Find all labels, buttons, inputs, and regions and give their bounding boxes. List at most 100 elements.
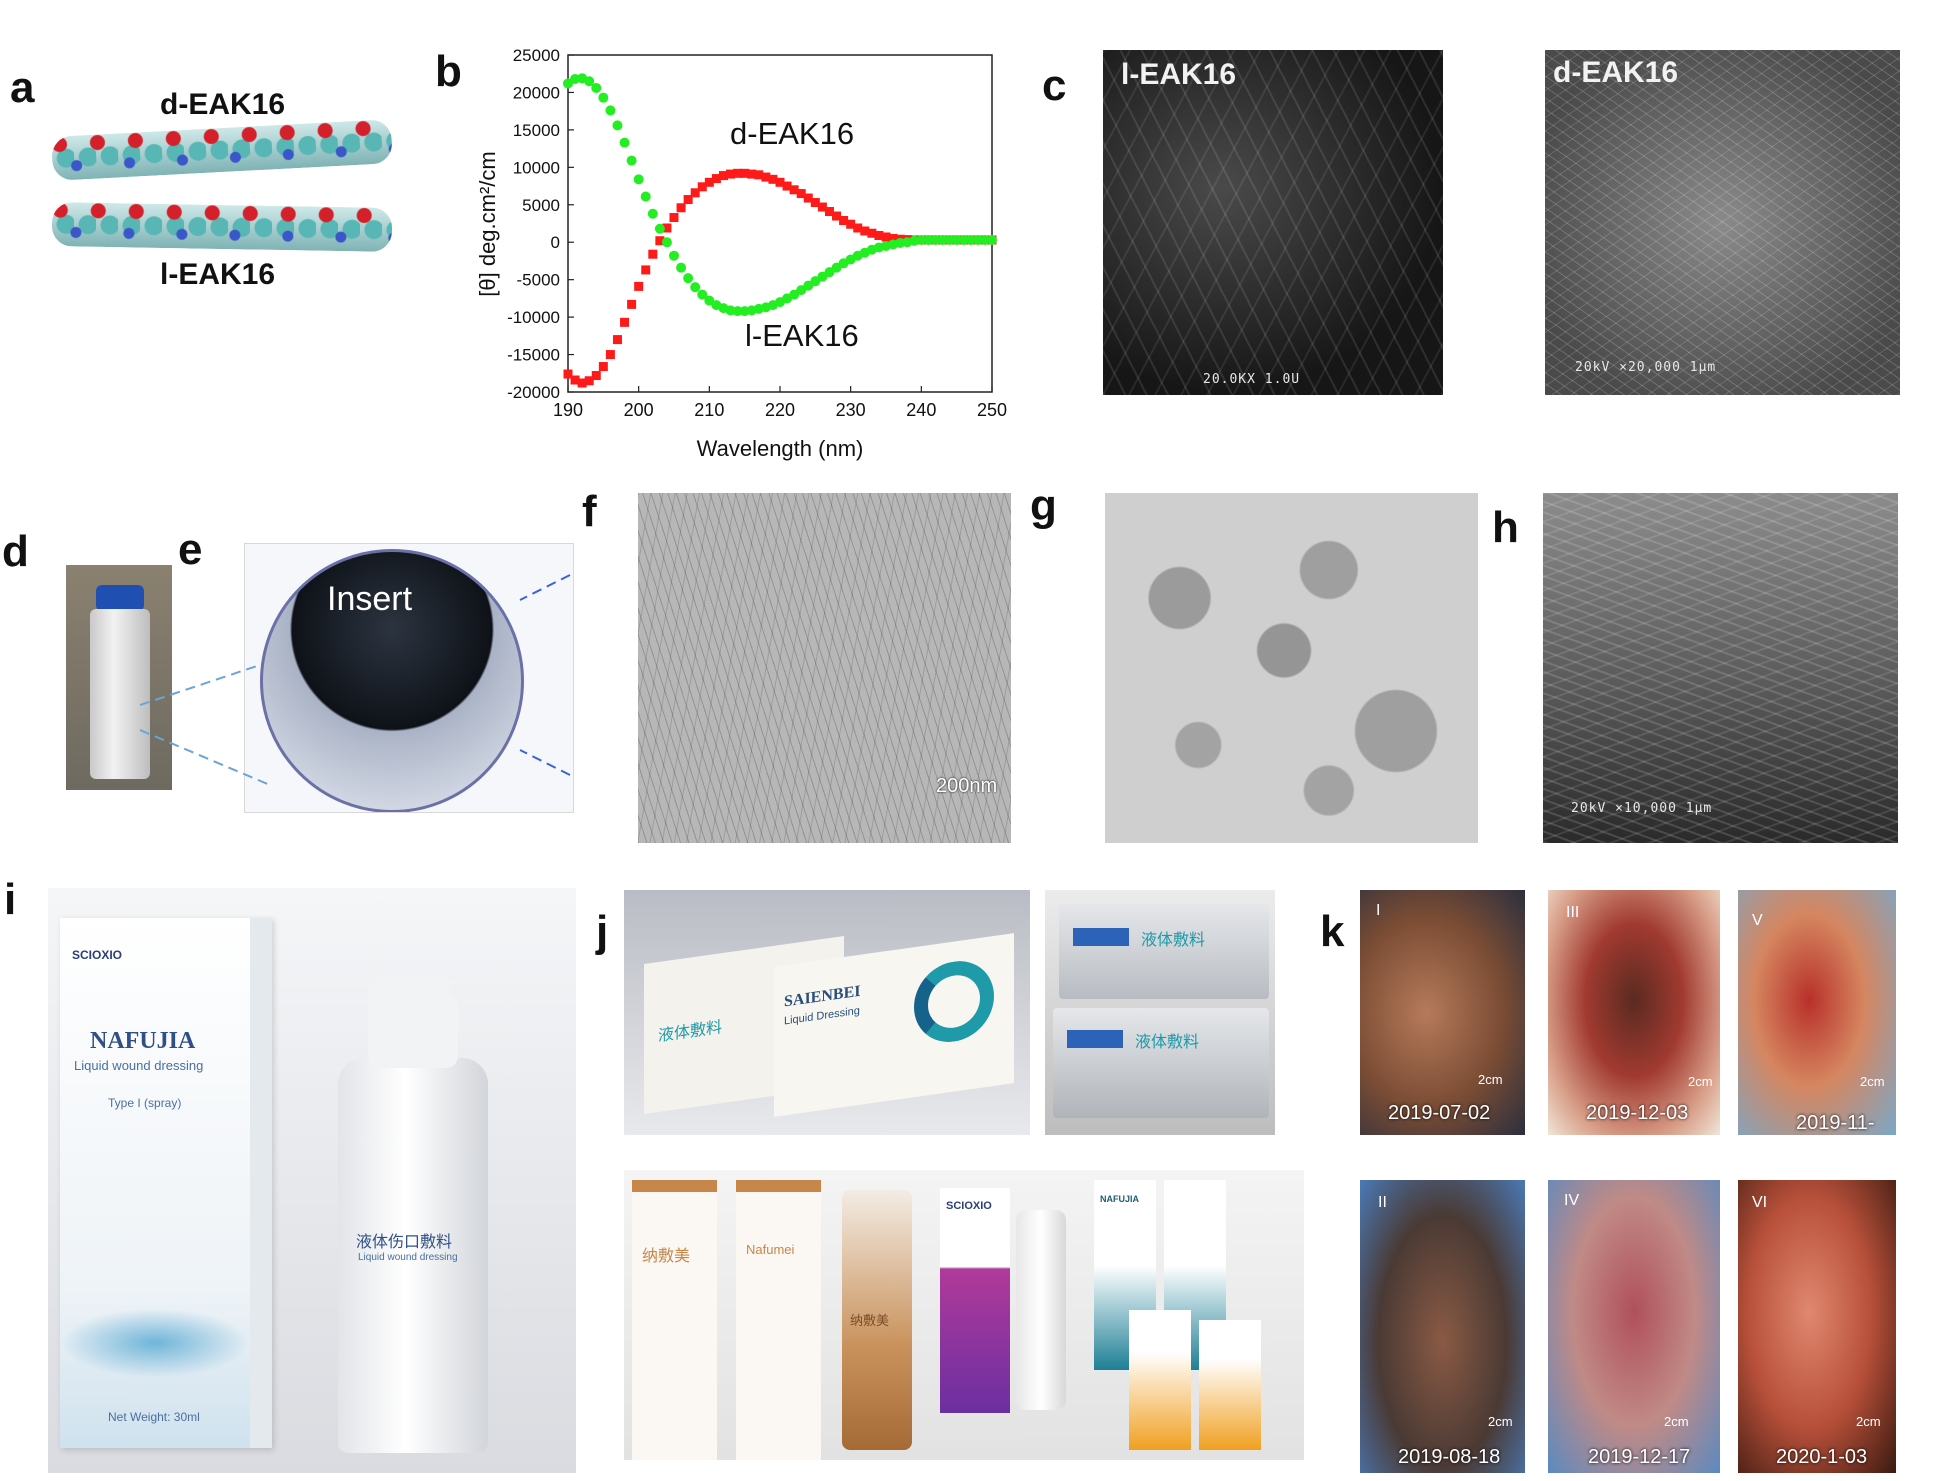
- data-point-d-eak16: [676, 203, 686, 213]
- sem-image-l-eak16: l-EAK16 20.0KX 1.0U: [1103, 50, 1443, 395]
- bottle-label-cn: 液体伤口敷料: [356, 1234, 453, 1251]
- data-point-d-eak16: [726, 169, 736, 179]
- data-point-l-eak16: [612, 120, 623, 131]
- clinical-photo-2-date: 2019-08-18: [1398, 1446, 1501, 1468]
- data-point-l-eak16: [669, 250, 679, 261]
- saienbei-box-front: SAIENBEI Liquid Dressing: [774, 933, 1014, 1117]
- bottle-label-en: Liquid wound dressing: [358, 1252, 458, 1263]
- data-point-d-eak16: [612, 335, 622, 345]
- data-point-d-eak16: [803, 193, 813, 203]
- d-eak16-molecule: [51, 119, 393, 181]
- nafujia-spray-bottle: 液体伤口敷料 Liquid wound dressing: [338, 1058, 488, 1453]
- panel-label-b: b: [435, 47, 462, 96]
- data-point-d-eak16: [881, 232, 891, 242]
- data-point-l-eak16: [958, 234, 969, 245]
- y-tick-label: 0: [551, 233, 560, 252]
- data-point-d-eak16: [704, 177, 714, 187]
- data-point-l-eak16: [972, 234, 983, 245]
- saienbei-boxes-photo: 液体敷料 SAIENBEI Liquid Dressing: [624, 890, 1030, 1135]
- panel-label-e: e: [178, 525, 203, 574]
- clinical-photo-3: III 2cm 2019-12-03: [1548, 890, 1720, 1135]
- y-tick-label: -5000: [517, 271, 560, 290]
- data-point-d-eak16: [577, 378, 587, 388]
- x-tick-label: 230: [836, 400, 866, 420]
- panel-label-i: i: [4, 875, 17, 924]
- panel-label-j: j: [596, 907, 609, 956]
- clinical-photo-2-id: II: [1378, 1194, 1387, 1211]
- data-point-d-eak16: [874, 230, 884, 240]
- chart-x-axis-label: Wavelength (nm): [697, 436, 864, 461]
- chart-annotation-l-eak16: l-EAK16: [745, 318, 859, 353]
- data-point-d-eak16: [775, 177, 785, 187]
- data-point-l-eak16: [647, 208, 658, 219]
- data-point-l-eak16: [591, 82, 602, 93]
- x-tick-label: 210: [694, 400, 724, 420]
- data-point-d-eak16: [817, 202, 827, 212]
- data-point-l-eak16: [598, 92, 609, 103]
- data-point-l-eak16: [584, 76, 595, 87]
- data-point-l-eak16: [654, 223, 665, 234]
- y-tick-label: -20000: [507, 383, 560, 402]
- panel-label-k: k: [1320, 907, 1345, 956]
- lineup-box-1: 纳敷美: [632, 1180, 717, 1460]
- series-l-EAK16: [563, 73, 997, 317]
- x-tick-label: 250: [977, 400, 1007, 420]
- data-point-d-eak16: [740, 168, 750, 178]
- lineup-box-purple: SCIOXIO: [940, 1188, 1010, 1413]
- sachet-bottom: 液体敷料: [1053, 1008, 1269, 1118]
- box-type: Type I (spray): [108, 1096, 182, 1110]
- lineup-box-orange-2: [1199, 1320, 1261, 1450]
- clinical-photo-5-date: 2019-11-07: [1796, 1112, 1875, 1134]
- data-point-d-eak16: [810, 198, 820, 208]
- data-point-d-eak16: [584, 376, 594, 386]
- y-tick-label: -15000: [507, 346, 560, 365]
- nafujia-product-photo: SCIOXIO NAFUJIA Liquid wound dressing Ty…: [48, 888, 576, 1473]
- data-point-l-eak16: [697, 289, 708, 300]
- data-point-d-eak16: [690, 188, 700, 198]
- data-point-d-eak16: [754, 170, 764, 180]
- box-brand: SCIOXIO: [72, 948, 123, 962]
- vial-photo: [66, 565, 172, 790]
- x-tick-label: 190: [553, 400, 583, 420]
- clinical-photo-2-scale: 2cm: [1488, 1414, 1513, 1429]
- d-eak16-label: d-EAK16: [160, 88, 286, 121]
- data-point-l-eak16: [661, 237, 672, 248]
- sachet-top-cn: 液体敷料: [1141, 932, 1206, 949]
- cd-spectrum-chart: 190 200 210 220 230 240 250 25000 20000 15000 1000…: [475, 46, 1007, 461]
- data-point-d-eak16: [669, 213, 679, 223]
- vial-body: [90, 609, 150, 779]
- data-point-d-eak16: [867, 228, 877, 238]
- insert-label: Insert: [327, 580, 413, 618]
- vial-cap: [96, 585, 144, 611]
- data-point-d-eak16: [634, 281, 644, 291]
- lineup-box-2: Nafumei: [736, 1180, 821, 1460]
- box-title: NAFUJIA: [90, 1028, 196, 1054]
- clinical-photo-5-id: V: [1752, 912, 1763, 929]
- data-point-l-eak16: [633, 174, 644, 185]
- clinical-photo-4-id: IV: [1564, 1192, 1580, 1209]
- data-point-d-eak16: [782, 181, 792, 191]
- panel-label-g: g: [1030, 481, 1057, 530]
- data-point-d-eak16: [824, 207, 834, 217]
- x-tick-label: 220: [765, 400, 795, 420]
- clinical-photo-4-date: 2019-12-17: [1588, 1446, 1691, 1468]
- data-point-d-eak16: [648, 249, 658, 259]
- lineup-spray-bottle: [1016, 1210, 1066, 1410]
- clinical-photo-2: II 2cm 2019-08-18: [1360, 1180, 1525, 1473]
- data-point-d-eak16: [846, 219, 856, 229]
- clinical-photo-6-date: 2020-1-03: [1776, 1446, 1868, 1468]
- sem-scale-d-eak16: 20kV ×20,000 1µm: [1575, 360, 1717, 375]
- data-point-d-eak16: [605, 350, 615, 360]
- data-point-l-eak16: [930, 234, 941, 245]
- data-point-d-eak16: [591, 371, 601, 381]
- clinical-photo-6-scale: 2cm: [1856, 1414, 1881, 1429]
- data-point-d-eak16: [768, 174, 778, 184]
- clinical-photo-5: V 2cm 2019-11-07: [1738, 890, 1896, 1135]
- y-tick-label: 20000: [513, 83, 560, 102]
- y-tick-label: 5000: [522, 196, 560, 215]
- box-front-ring: [914, 955, 994, 1048]
- clinical-photo-1-scale: 2cm: [1478, 1072, 1503, 1087]
- box-back-cn: 液体敷料: [658, 1019, 723, 1046]
- panel-label-d: d: [2, 527, 29, 576]
- y-tick-label: 15000: [513, 121, 560, 140]
